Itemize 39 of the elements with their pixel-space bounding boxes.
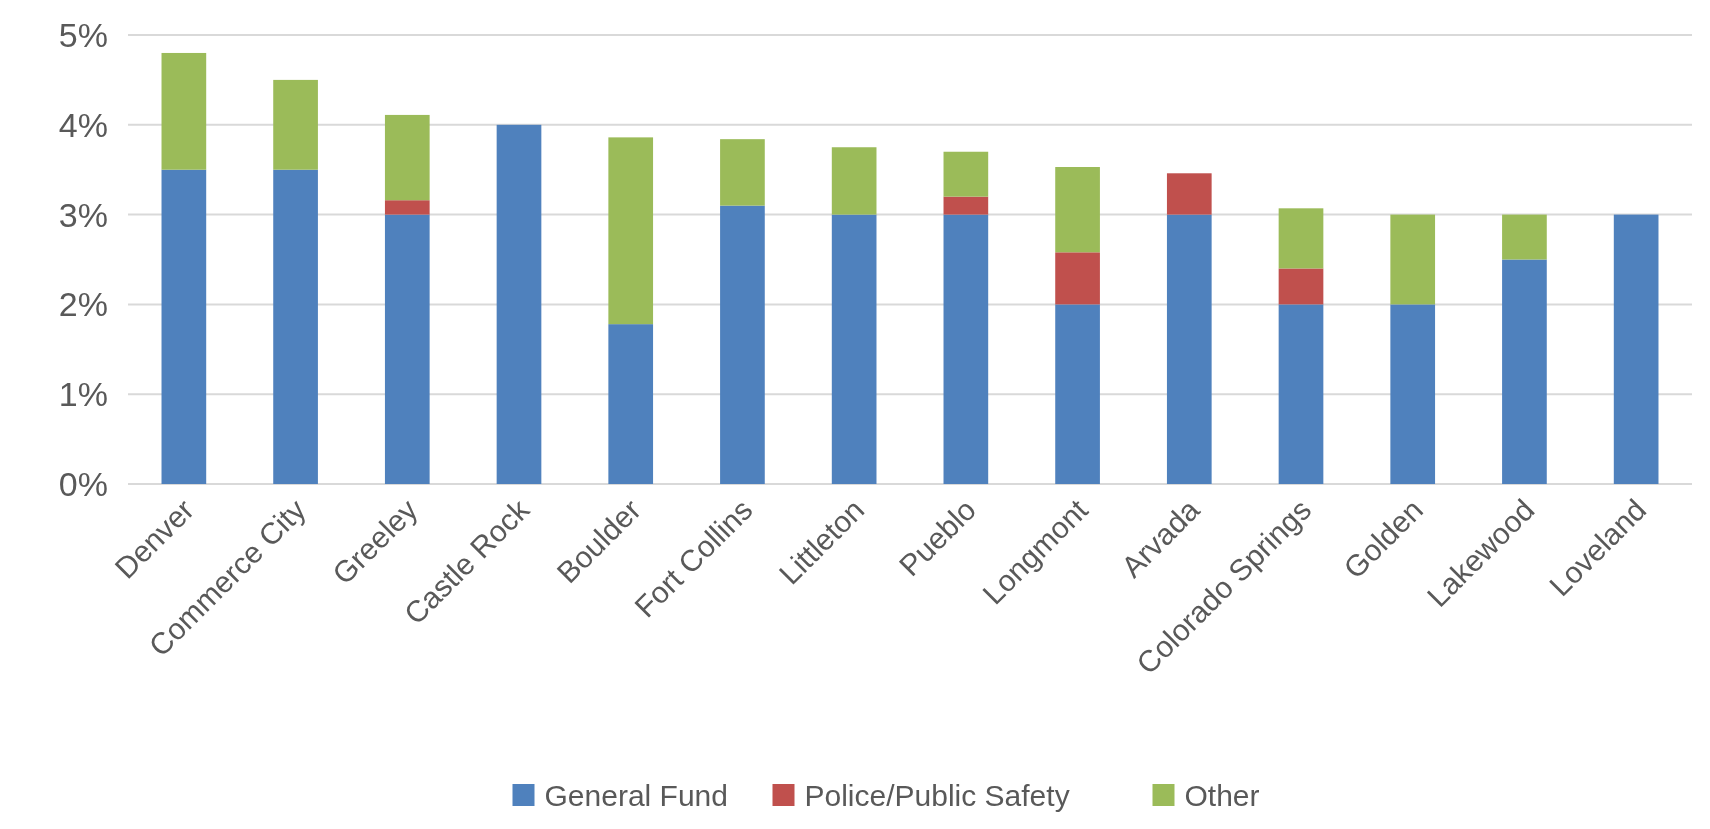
- bar: [1055, 167, 1100, 253]
- bar: [384, 114, 430, 201]
- legend-label: General Fund: [544, 778, 728, 812]
- y-tick-label: 0%: [58, 464, 108, 503]
- bar: [720, 139, 765, 206]
- bar: [943, 214, 989, 484]
- bar: [943, 151, 989, 197]
- bar: [496, 124, 542, 484]
- y-tick-label: 3%: [58, 195, 108, 234]
- bar: [384, 214, 430, 484]
- bar: [943, 196, 989, 215]
- bar: [273, 169, 318, 484]
- bar: [608, 137, 654, 325]
- bar: [161, 52, 207, 170]
- bar: [720, 205, 765, 484]
- bar: [1390, 214, 1436, 305]
- bar: [1278, 268, 1324, 305]
- legend-label: Police/Public Safety: [804, 778, 1070, 812]
- y-tick-label: 5%: [58, 15, 108, 54]
- legend-label: Other: [1184, 778, 1260, 812]
- bar: [273, 79, 318, 170]
- bar: [1278, 208, 1324, 269]
- bar: [384, 200, 430, 215]
- bar: [1502, 259, 1547, 484]
- bar: [1502, 214, 1547, 260]
- bar: [1055, 252, 1100, 305]
- bar: [1166, 173, 1212, 215]
- bar: [1278, 304, 1324, 484]
- bar: [1055, 304, 1100, 484]
- y-tick-label: 2%: [58, 285, 108, 324]
- bar: [161, 169, 207, 484]
- bar: [1390, 304, 1436, 484]
- bar: [1166, 214, 1212, 484]
- bar: [831, 147, 877, 215]
- y-tick-label: 1%: [58, 375, 108, 414]
- y-tick-label: 4%: [58, 105, 108, 144]
- bar: [831, 214, 877, 484]
- bar: [608, 324, 654, 484]
- bar: [1613, 214, 1659, 484]
